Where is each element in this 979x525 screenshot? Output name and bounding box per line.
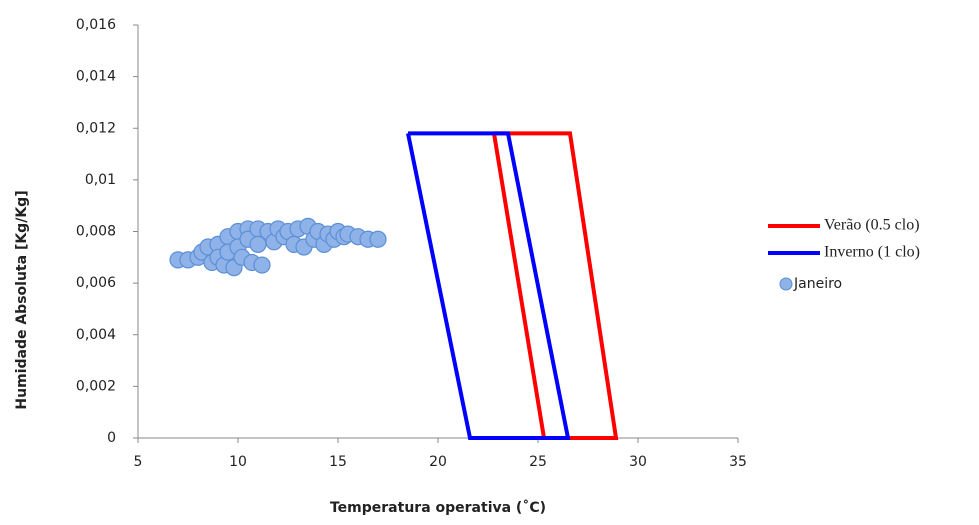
legend-label: Inverno (1 clo) [824, 244, 920, 261]
x-tick-label: 15 [329, 454, 347, 470]
y-tick-label: 0,014 [76, 69, 116, 85]
point [369, 230, 387, 248]
comfort-zone [406, 131, 571, 440]
y-tick-label: 0,012 [76, 120, 116, 136]
y-tick-label: 0,016 [76, 17, 116, 33]
legend-label: Janeiro [793, 276, 842, 292]
comfort-zone [492, 131, 619, 440]
x-tick-label: 25 [529, 454, 547, 470]
y-tick-label: 0,006 [76, 275, 116, 291]
y-tick-label: 0,002 [76, 378, 116, 394]
x-tick-label: 30 [629, 454, 647, 470]
y-axis-title: Humidade Absoluta [Kg/Kg] [14, 190, 30, 409]
y-tick-label: 0,008 [76, 224, 116, 240]
x-axis-title: Temperatura operativa (˚C) [330, 499, 546, 516]
legend-marker [779, 277, 793, 291]
x-tick-label: 20 [429, 454, 447, 470]
point [253, 256, 271, 274]
legend-label: Verão (0.5 clo) [824, 217, 920, 234]
y-tick-label: 0,01 [85, 172, 116, 188]
y-tick-label: 0,004 [76, 327, 116, 343]
x-tick-label: 10 [229, 454, 247, 470]
x-tick-label: 5 [134, 454, 143, 470]
y-tick-label: 0 [107, 430, 116, 446]
x-tick-label: 35 [729, 454, 747, 470]
